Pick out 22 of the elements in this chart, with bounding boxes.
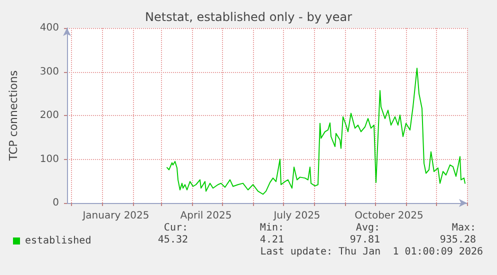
text: Avg: <box>356 222 380 234</box>
y-tick-label: 200 <box>40 110 59 121</box>
x-tick-label: January 2025 <box>82 210 150 222</box>
text: Cur: <box>164 222 188 234</box>
chart-title: Netstat, established only - by year <box>144 10 352 24</box>
y-tick-label: 0 <box>52 198 59 208</box>
y-tick-label: 400 <box>40 22 59 34</box>
y-axis-title: TCP connections <box>7 70 20 162</box>
text: 935.28 <box>440 234 476 246</box>
text: 45.32 <box>158 234 188 246</box>
text: Last update: Thu Jan 1 01:00:09 2026 <box>260 246 484 258</box>
line-series <box>166 68 466 195</box>
x-tick-label: April 2025 <box>180 210 232 222</box>
text: 4.21 <box>260 234 284 246</box>
x-tick-label: July 2025 <box>272 210 320 222</box>
y-tick-label: 300 <box>40 66 59 78</box>
legend-label: established <box>25 236 92 246</box>
text: 97.81 <box>350 234 380 246</box>
x-tick-label: October 2025 <box>354 210 424 222</box>
text: Max: <box>452 222 476 234</box>
text: Min: <box>260 222 284 234</box>
y-tick-label: 100 <box>40 154 59 165</box>
